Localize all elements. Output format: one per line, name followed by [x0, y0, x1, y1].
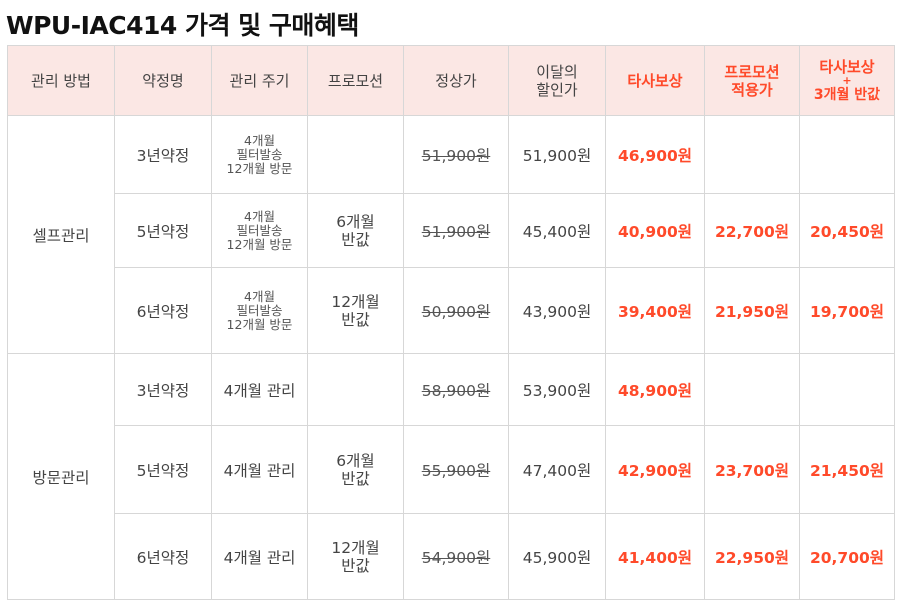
- cycle-cell: 4개월 관리: [211, 425, 308, 514]
- header-promo-applied-line1: 프로모션: [724, 62, 780, 81]
- competitor-cell: 40,900원: [605, 193, 705, 268]
- cycle-line: 4개월: [244, 132, 275, 148]
- competitor-half-cell: 20,450원: [799, 193, 895, 268]
- cycle-cell: 4개월 관리: [211, 513, 308, 600]
- header-regular-price: 정상가: [403, 45, 509, 116]
- promo-line: 반값: [341, 469, 370, 488]
- header-competitor-half-line1: 타사보상: [819, 57, 875, 76]
- table-row: 6년약정 4개월 관리 12개월 반값 54,900원 45,900원 41,4…: [8, 513, 895, 600]
- promo-line: 12개월: [331, 292, 380, 311]
- regular-price-cell: 51,900원: [403, 115, 509, 194]
- regular-price-cell: 58,900원: [403, 353, 509, 426]
- cycle-cell: 4개월 필터발송 12개월 방문: [211, 115, 308, 194]
- month-discount-cell: 43,900원: [508, 267, 606, 354]
- competitor-half-cell: [799, 353, 895, 426]
- cycle-line: 필터발송: [236, 222, 283, 238]
- month-discount-cell: 47,400원: [508, 425, 606, 514]
- header-method: 관리 방법: [7, 45, 115, 116]
- promo-price-cell: 21,950원: [704, 267, 800, 354]
- cycle-cell: 4개월 필터발송 12개월 방문: [211, 267, 308, 354]
- cycle-line: 4개월: [244, 208, 275, 224]
- table-row: 5년약정 4개월 관리 6개월 반값 55,900원 47,400원 42,90…: [8, 425, 895, 514]
- promo-price-cell: 22,950원: [704, 513, 800, 600]
- header-competitor-half-line3: 3개월 반값: [813, 86, 881, 103]
- cycle-line: 12개월 방문: [226, 316, 293, 332]
- promo-cell: 6개월 반값: [307, 193, 404, 268]
- promo-line: 6개월: [336, 451, 375, 470]
- table-row: 5년약정 4개월 필터발송 12개월 방문 6개월 반값 51,900원 45,…: [8, 193, 895, 268]
- promo-cell: 12개월 반값: [307, 267, 404, 354]
- month-discount-cell: 45,400원: [508, 193, 606, 268]
- competitor-cell: 48,900원: [605, 353, 705, 426]
- header-promo-applied-line2: 적용가: [731, 80, 773, 99]
- header-promo-applied: 프로모션 적용가: [704, 45, 800, 116]
- competitor-cell: 41,400원: [605, 513, 705, 600]
- header-plan: 약정명: [114, 45, 212, 116]
- regular-price-cell: 54,900원: [403, 513, 509, 600]
- plan-cell: 5년약정: [114, 425, 212, 514]
- cycle-line: 필터발송: [236, 302, 283, 318]
- price-table: 관리 방법 약정명 관리 주기 프로모션 정상가 이달의 할인가 타사보상 프로…: [7, 45, 895, 600]
- header-competitor-half-plus: +: [842, 73, 852, 87]
- page-title: WPU-IAC414 가격 및 구매혜택: [6, 11, 359, 40]
- regular-price-cell: 55,900원: [403, 425, 509, 514]
- competitor-half-cell: 21,450원: [799, 425, 895, 514]
- plan-cell: 3년약정: [114, 115, 212, 194]
- regular-price: 58,900원: [421, 381, 491, 400]
- regular-price: 51,900원: [421, 222, 491, 241]
- header-cycle: 관리 주기: [211, 45, 308, 116]
- plan-cell: 6년약정: [114, 513, 212, 600]
- month-discount-cell: 45,900원: [508, 513, 606, 600]
- promo-price-cell: 23,700원: [704, 425, 800, 514]
- regular-price: 50,900원: [421, 302, 491, 321]
- header-promotion: 프로모션: [307, 45, 404, 116]
- table-row: 셀프관리 3년약정 4개월 필터발송 12개월 방문 51,900원 51,90…: [7, 115, 895, 354]
- promo-line: 반값: [341, 556, 370, 575]
- table-row: 6년약정 4개월 필터발송 12개월 방문 12개월 반값 50,900원 43…: [8, 267, 895, 354]
- regular-price: 54,900원: [421, 548, 491, 567]
- cycle-line: 필터발송: [236, 146, 283, 162]
- cycle-line: 12개월 방문: [226, 160, 293, 176]
- promo-line: 12개월: [331, 538, 380, 557]
- cycle-cell: 4개월 필터발송 12개월 방문: [211, 193, 308, 268]
- header-month-discount-line2: 할인가: [536, 80, 578, 99]
- month-discount-cell: 53,900원: [508, 353, 606, 426]
- competitor-cell: 46,900원: [605, 115, 705, 194]
- promo-cell: 6개월 반값: [307, 425, 404, 514]
- promo-line: 6개월: [336, 212, 375, 231]
- header-month-discount-line1: 이달의: [536, 62, 578, 81]
- cycle-line: 4개월: [244, 288, 275, 304]
- plan-cell: 3년약정: [114, 353, 212, 426]
- promo-line: 반값: [341, 230, 370, 249]
- plan-cell: 6년약정: [114, 267, 212, 354]
- promo-price-cell: 22,700원: [704, 193, 800, 268]
- promo-cell: [307, 115, 404, 194]
- regular-price: 51,900원: [421, 146, 491, 165]
- header-month-discount: 이달의 할인가: [508, 45, 606, 116]
- header-competitor-half: 타사보상 + 3개월 반값: [799, 45, 895, 116]
- competitor-cell: 42,900원: [605, 425, 705, 514]
- cycle-cell: 4개월 관리: [211, 353, 308, 426]
- competitor-half-cell: 20,700원: [799, 513, 895, 600]
- promo-line: 반값: [341, 310, 370, 329]
- competitor-half-cell: [799, 115, 895, 194]
- method-visit: 방문관리: [7, 353, 115, 600]
- header-row: 관리 방법 약정명 관리 주기 프로모션 정상가 이달의 할인가 타사보상 프로…: [7, 45, 895, 116]
- cycle-line: 12개월 방문: [226, 236, 293, 252]
- plan-cell: 5년약정: [114, 193, 212, 268]
- month-discount-cell: 51,900원: [508, 115, 606, 194]
- competitor-cell: 39,400원: [605, 267, 705, 354]
- promo-price-cell: [704, 353, 800, 426]
- promo-cell: [307, 353, 404, 426]
- promo-price-cell: [704, 115, 800, 194]
- competitor-half-cell: 19,700원: [799, 267, 895, 354]
- regular-price: 55,900원: [421, 461, 491, 480]
- method-self: 셀프관리: [7, 115, 115, 354]
- promo-cell: 12개월 반값: [307, 513, 404, 600]
- header-competitor: 타사보상: [605, 45, 705, 116]
- regular-price-cell: 51,900원: [403, 193, 509, 268]
- table-row: 방문관리 3년약정 4개월 관리 58,900원 53,900원 48,900원: [7, 353, 895, 600]
- regular-price-cell: 50,900원: [403, 267, 509, 354]
